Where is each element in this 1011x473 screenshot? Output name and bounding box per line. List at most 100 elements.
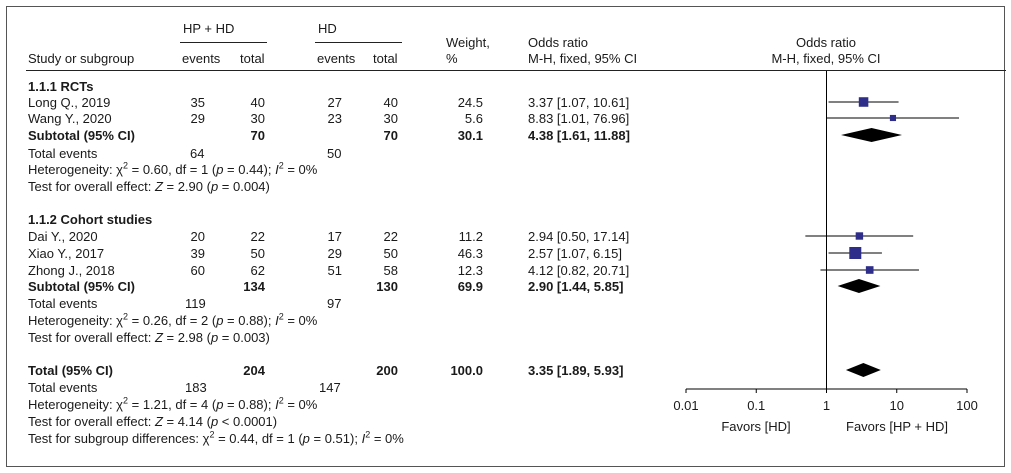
odds-ratio-ci: 3.37 [1.07, 10.61] bbox=[528, 95, 630, 110]
odds-ratio-header: Odds ratio bbox=[528, 35, 588, 50]
figure-frame bbox=[6, 6, 1005, 467]
total2: 40 bbox=[383, 95, 398, 110]
subtotal-total2: 130 bbox=[376, 279, 398, 294]
events2: 27 bbox=[327, 95, 342, 110]
events2-header: events bbox=[317, 51, 356, 66]
total1: 30 bbox=[250, 111, 265, 126]
total-events1: 119 bbox=[185, 296, 206, 311]
study-point bbox=[849, 247, 862, 259]
total2: 50 bbox=[383, 246, 398, 261]
study-point bbox=[889, 114, 897, 122]
total-events1: 64 bbox=[190, 146, 205, 161]
total-ci: 3.35 [1.89, 5.93] bbox=[528, 363, 624, 378]
total1: 40 bbox=[250, 95, 265, 110]
study-name: Zhong J., 2018 bbox=[28, 263, 115, 278]
study-point bbox=[858, 97, 869, 107]
plot-title: Odds ratio bbox=[796, 35, 856, 50]
group1-header: HP + HD bbox=[183, 21, 235, 36]
plot-method: M-H, fixed, 95% CI bbox=[771, 51, 881, 66]
total-total2: 200 bbox=[376, 363, 398, 378]
pooled-diamond bbox=[845, 363, 881, 377]
odds-ratio-ci: 2.57 [1.07, 6.15] bbox=[528, 246, 622, 261]
subtotal-total1: 134 bbox=[243, 279, 265, 294]
study-point bbox=[855, 232, 864, 240]
odds-ratio-ci: 4.12 [0.82, 20.71] bbox=[528, 263, 630, 278]
x-tick-label: 10 bbox=[890, 398, 904, 413]
total2: 58 bbox=[383, 263, 398, 278]
total-events2: 50 bbox=[327, 146, 342, 161]
weight: 5.6 bbox=[464, 111, 483, 126]
heterogeneity-text: Heterogeneity: χ2 = 1.21, df = 4 (p = 0.… bbox=[28, 395, 318, 412]
total1: 50 bbox=[250, 246, 265, 261]
subtotal-weight: 30.1 bbox=[457, 128, 483, 143]
events1: 35 bbox=[190, 95, 205, 110]
odds-ratio-ci: 2.94 [0.50, 17.14] bbox=[528, 229, 630, 244]
total-label: Total (95% CI) bbox=[28, 363, 113, 378]
study-name: Xiao Y., 2017 bbox=[28, 246, 105, 261]
study-column-header: Study or subgroup bbox=[28, 51, 135, 66]
overall-effect-text: Test for overall effect: Z = 2.98 (p = 0… bbox=[28, 330, 270, 345]
overall-effect-text: Test for overall effect: Z = 2.90 (p = 0… bbox=[28, 179, 270, 194]
study-name: Wang Y., 2020 bbox=[28, 111, 112, 126]
subtotal-ci: 2.90 [1.44, 5.85] bbox=[528, 279, 624, 294]
group1-underline bbox=[180, 42, 267, 43]
study-name: Dai Y., 2020 bbox=[28, 229, 98, 244]
events1: 60 bbox=[190, 263, 205, 278]
weight-header: Weight, bbox=[446, 35, 490, 50]
weight: 24.5 bbox=[457, 95, 483, 110]
heterogeneity-text: Heterogeneity: χ2 = 0.60, df = 1 (p = 0.… bbox=[28, 160, 318, 177]
total1: 62 bbox=[250, 263, 265, 278]
heterogeneity-text: Heterogeneity: χ2 = 0.26, df = 2 (p = 0.… bbox=[28, 311, 318, 328]
total-events2: 97 bbox=[327, 296, 342, 311]
pooled-diamond bbox=[837, 279, 881, 293]
subtotal-total2: 70 bbox=[383, 128, 398, 143]
x-tick-label: 0.1 bbox=[747, 398, 765, 413]
total-weight: 100.0 bbox=[450, 363, 483, 378]
events1: 39 bbox=[190, 246, 205, 261]
events1: 29 bbox=[190, 111, 205, 126]
pooled-diamond bbox=[841, 128, 903, 142]
subtotal-ci: 4.38 [1.61, 11.88] bbox=[528, 128, 630, 143]
x-tick-label: 0.01 bbox=[673, 398, 698, 413]
total-events2: 147 bbox=[319, 380, 341, 395]
total2-header: total bbox=[373, 51, 398, 66]
subgroup-difference-text: Test for subgroup differences: χ2 = 0.44… bbox=[28, 429, 404, 446]
total-events1: 183 bbox=[185, 380, 207, 395]
x-tick-label: 1 bbox=[823, 398, 830, 413]
favors-left-label: Favors [HD] bbox=[721, 419, 791, 434]
total-events-label: Total events bbox=[28, 296, 98, 311]
subgroup2-title: 1.1.2 Cohort studies bbox=[28, 212, 153, 227]
subtotal-total1: 70 bbox=[250, 128, 265, 143]
events1-header: events bbox=[182, 51, 221, 66]
total2: 22 bbox=[383, 229, 398, 244]
total2: 30 bbox=[383, 111, 398, 126]
events2: 29 bbox=[327, 246, 342, 261]
subtotal-label: Subtotal (95% CI) bbox=[28, 279, 135, 294]
total-events-label: Total events bbox=[28, 380, 98, 395]
total-events-label: Total events bbox=[28, 146, 98, 161]
total1-header: total bbox=[240, 51, 265, 66]
events2: 17 bbox=[327, 229, 342, 244]
group2-underline bbox=[315, 42, 402, 43]
overall-effect-text: Test for overall effect: Z = 4.14 (p < 0… bbox=[28, 414, 278, 429]
weight: 12.3 bbox=[457, 263, 483, 278]
study-name: Long Q., 2019 bbox=[28, 95, 111, 110]
events1: 20 bbox=[190, 229, 205, 244]
weight-unit-header: % bbox=[446, 51, 458, 66]
study-point bbox=[865, 266, 874, 274]
group2-header: HD bbox=[318, 21, 337, 36]
events2: 23 bbox=[327, 111, 342, 126]
or-method-header: M-H, fixed, 95% CI bbox=[528, 51, 638, 66]
weight: 11.2 bbox=[458, 229, 483, 244]
total1: 22 bbox=[250, 229, 265, 244]
subtotal-label: Subtotal (95% CI) bbox=[28, 128, 135, 143]
header-rule bbox=[26, 70, 1006, 71]
events2: 51 bbox=[327, 263, 342, 278]
total-total1: 204 bbox=[243, 363, 265, 378]
weight: 46.3 bbox=[457, 246, 483, 261]
subgroup1-title: 1.1.1 RCTs bbox=[28, 79, 94, 94]
odds-ratio-ci: 8.83 [1.01, 76.96] bbox=[528, 111, 630, 126]
subtotal-weight: 69.9 bbox=[457, 279, 483, 294]
x-tick-label: 100 bbox=[956, 398, 978, 413]
